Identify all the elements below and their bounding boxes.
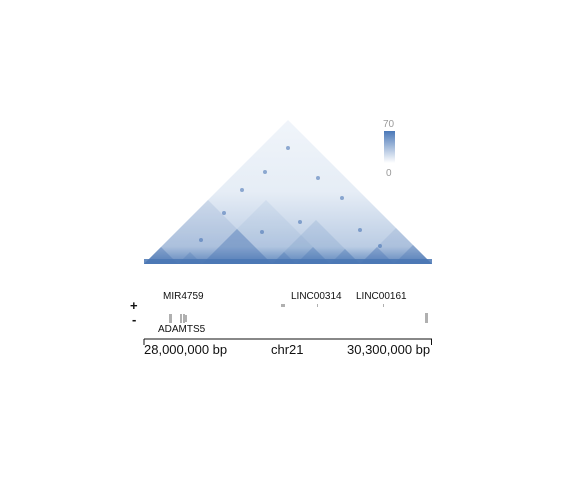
gene-label-linc00161: LINC00161 xyxy=(356,291,407,302)
ruler-end-label: 30,300,000 bp xyxy=(347,342,431,357)
gene-mark-adamts5-c xyxy=(183,314,185,323)
legend-min-label: 0 xyxy=(386,168,392,179)
contact-spot xyxy=(240,188,244,192)
contact-spots xyxy=(199,146,382,248)
gene-mark-linc00314-tick xyxy=(317,304,318,307)
gene-label-linc00314: LINC00314 xyxy=(291,291,342,302)
contact-spot xyxy=(263,170,267,174)
heatmap-diagonal xyxy=(144,259,432,264)
contact-spot xyxy=(358,228,362,232)
gene-mark-adamts5-a xyxy=(169,314,172,323)
contact-spot xyxy=(286,146,290,150)
contact-spot xyxy=(260,230,264,234)
gene-track xyxy=(169,304,428,323)
contact-spot xyxy=(199,238,203,242)
ruler-chrom-label: chr21 xyxy=(271,342,304,357)
contact-spot xyxy=(298,220,302,224)
gene-label-adamts5: ADAMTS5 xyxy=(158,324,206,335)
tad-domain xyxy=(272,220,360,264)
contact-spot xyxy=(340,196,344,200)
gene-mark-adamts5-d xyxy=(185,315,187,322)
contact-spot xyxy=(222,211,226,215)
gene-label-mir4759: MIR4759 xyxy=(163,291,204,302)
color-legend-bar xyxy=(384,131,395,163)
tad-domain xyxy=(202,229,272,264)
contact-spot xyxy=(378,244,382,248)
gene-mark-adamts5-b xyxy=(180,314,182,323)
plus-strand-sign: + xyxy=(130,298,138,313)
gene-mark-minus-end xyxy=(425,313,428,323)
tad-domain xyxy=(360,228,432,264)
ruler-start-label: 28,000,000 bp xyxy=(144,342,228,357)
minus-strand-sign: - xyxy=(132,312,137,327)
tad-domain xyxy=(144,200,272,264)
contact-spot xyxy=(316,176,320,180)
legend-max-label: 70 xyxy=(383,119,395,130)
gene-mark-linc00314-plus xyxy=(281,304,285,307)
gene-mark-linc00161-tick xyxy=(383,304,384,307)
tad-domain xyxy=(202,200,330,264)
tad-domains xyxy=(144,200,432,264)
